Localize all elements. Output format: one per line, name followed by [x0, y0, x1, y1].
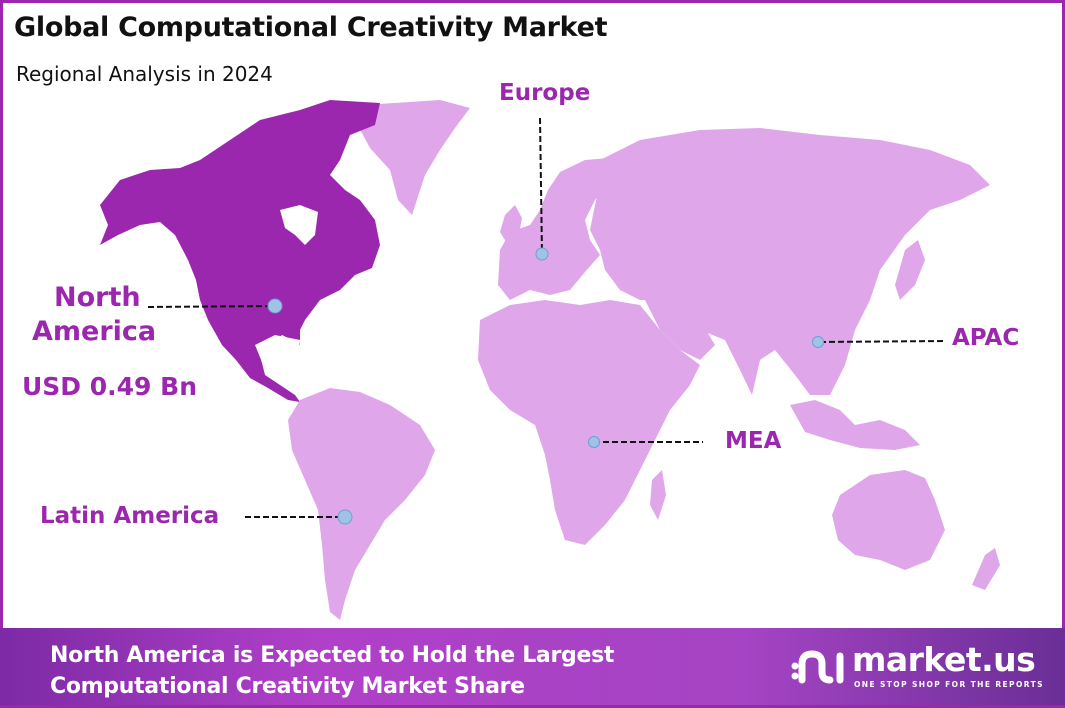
region-new-zealand [972, 548, 1000, 590]
world-map [100, 100, 1000, 620]
region-australia [832, 470, 945, 570]
region-arabia [645, 300, 715, 360]
region-uk [500, 205, 522, 245]
leader-north-america [147, 305, 276, 308]
marker-europe [535, 247, 549, 261]
label-latin-america: Latin America [40, 503, 220, 529]
label-apac: APAC [952, 325, 1020, 351]
gulf-of-mexico [255, 335, 300, 365]
brand-tagline: ONE STOP SHOP FOR THE REPORTS [854, 680, 1044, 689]
leader-apac [819, 340, 946, 343]
region-greenland [355, 100, 470, 215]
region-north-america [100, 100, 380, 402]
label-north-america-line1: North [54, 282, 141, 313]
brand: market.us ONE STOP SHOP FOR THE REPORTS [790, 640, 1050, 694]
marker-latin-america [337, 509, 353, 525]
footer-text: North America is Expected to Hold the La… [50, 640, 614, 702]
market-us-logo-icon [791, 650, 844, 684]
footer-line-2: Computational Creativity Market Share [50, 674, 525, 699]
region-europe [498, 158, 625, 300]
brand-name: market.us [852, 640, 1036, 679]
label-north-america-line2: America [32, 316, 157, 347]
footer-banner: North America is Expected to Hold the La… [0, 628, 1065, 708]
label-mea: MEA [725, 428, 782, 454]
hudson-bay [280, 205, 318, 245]
marker-apac [812, 336, 824, 348]
region-japan [895, 240, 925, 300]
footer-line-1: North America is Expected to Hold the La… [50, 643, 615, 668]
label-europe: Europe [499, 80, 591, 106]
label-north-america-value: USD 0.49 Bn [22, 372, 197, 401]
region-latin-america [288, 388, 435, 620]
region-apac [590, 128, 990, 395]
region-mea [478, 300, 700, 545]
marker-mea [588, 436, 600, 448]
region-madagascar [650, 470, 666, 520]
marker-north-america [267, 298, 283, 314]
page-subtitle: Regional Analysis in 2024 [16, 62, 273, 86]
region-se-asia [790, 400, 920, 450]
leader-europe [539, 117, 543, 255]
page-title: Global Computational Creativity Market [14, 12, 608, 43]
